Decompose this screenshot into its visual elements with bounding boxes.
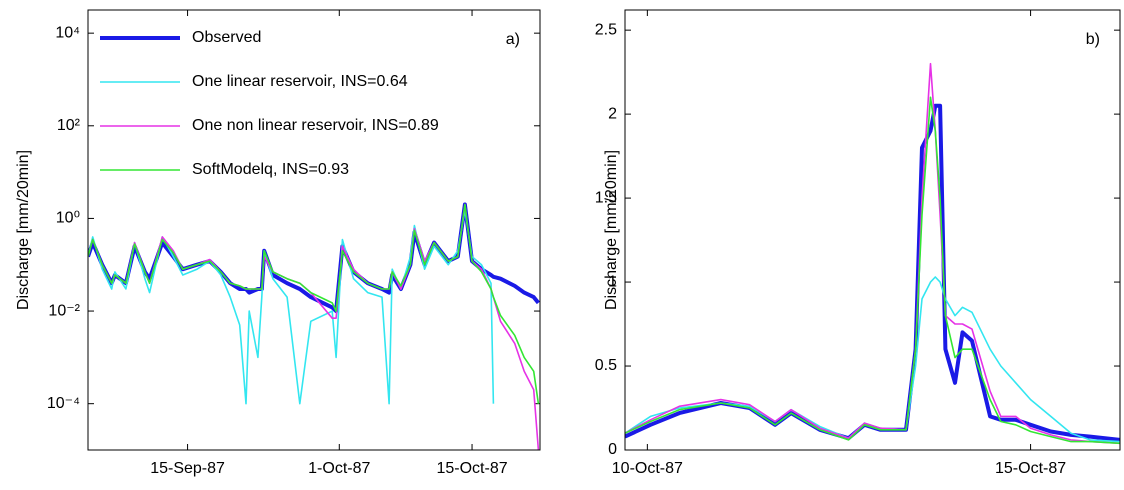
x-tick-label: 10-Oct-87 [612, 460, 683, 477]
x-tick-label: 1-Oct-87 [308, 460, 370, 477]
y-tick-label: 10⁴ [55, 24, 80, 41]
y-tick-label: 0 [608, 441, 617, 458]
y-tick-label: 2.5 [595, 21, 617, 38]
legend-label: Observed [192, 29, 261, 46]
panel-label: b) [1086, 31, 1100, 48]
y-tick-label: 1.5 [595, 189, 617, 206]
y-tick-label: 10⁻² [48, 302, 80, 319]
y-axis-label: Discharge [mm/20min] [15, 150, 32, 310]
legend-label: One linear reservoir, INS=0.64 [192, 73, 408, 90]
y-tick-label: 2 [608, 105, 617, 122]
series-line [625, 62, 1120, 445]
panel-label: a) [506, 31, 520, 48]
y-tick-label: 10⁻⁴ [47, 395, 80, 412]
series-line [625, 96, 1120, 445]
plot-frame [87, 9, 541, 451]
legend-label: SoftModelq, INS=0.93 [192, 161, 349, 178]
x-tick-label: 15-Sep-87 [150, 460, 225, 477]
y-tick-label: 10² [57, 117, 81, 134]
y-tick-label: 0.5 [595, 357, 617, 374]
y-tick-label: 1 [608, 273, 617, 290]
legend-label: One non linear reservoir, INS=0.89 [192, 117, 439, 134]
series-line [88, 203, 540, 404]
x-tick-label: 15-Oct-87 [436, 460, 507, 477]
x-tick-label: 15-Oct-87 [995, 460, 1066, 477]
series-line [88, 209, 495, 405]
plot-frame [624, 9, 1121, 451]
y-tick-label: 10⁰ [56, 210, 80, 227]
y-axis-label: Discharge [mm/20min] [603, 150, 620, 310]
